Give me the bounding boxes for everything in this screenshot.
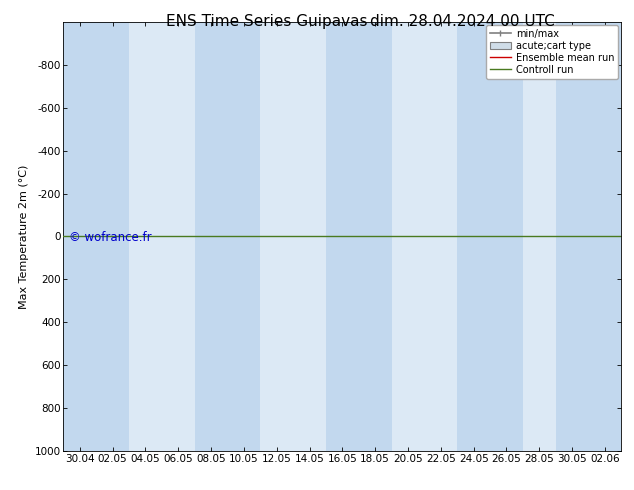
Text: dim. 28.04.2024 00 UTC: dim. 28.04.2024 00 UTC bbox=[370, 14, 555, 29]
Legend: min/max, acute;cart type, Ensemble mean run, Controll run: min/max, acute;cart type, Ensemble mean … bbox=[486, 25, 618, 78]
Bar bbox=[326, 22, 359, 451]
Bar bbox=[457, 22, 490, 451]
Bar bbox=[359, 22, 392, 451]
Text: © wofrance.fr: © wofrance.fr bbox=[69, 231, 152, 245]
Bar bbox=[96, 22, 129, 451]
Bar bbox=[228, 22, 261, 451]
Y-axis label: Max Temperature 2m (°C): Max Temperature 2m (°C) bbox=[19, 164, 29, 309]
Bar bbox=[195, 22, 228, 451]
Text: ENS Time Series Guipavas: ENS Time Series Guipavas bbox=[165, 14, 367, 29]
Bar bbox=[63, 22, 96, 451]
Bar bbox=[555, 22, 588, 451]
Bar bbox=[490, 22, 523, 451]
Bar bbox=[588, 22, 621, 451]
